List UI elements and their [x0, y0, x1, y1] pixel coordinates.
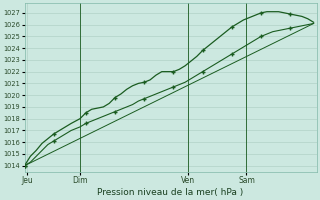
X-axis label: Pression niveau de la mer( hPa ): Pression niveau de la mer( hPa ) — [97, 188, 244, 197]
